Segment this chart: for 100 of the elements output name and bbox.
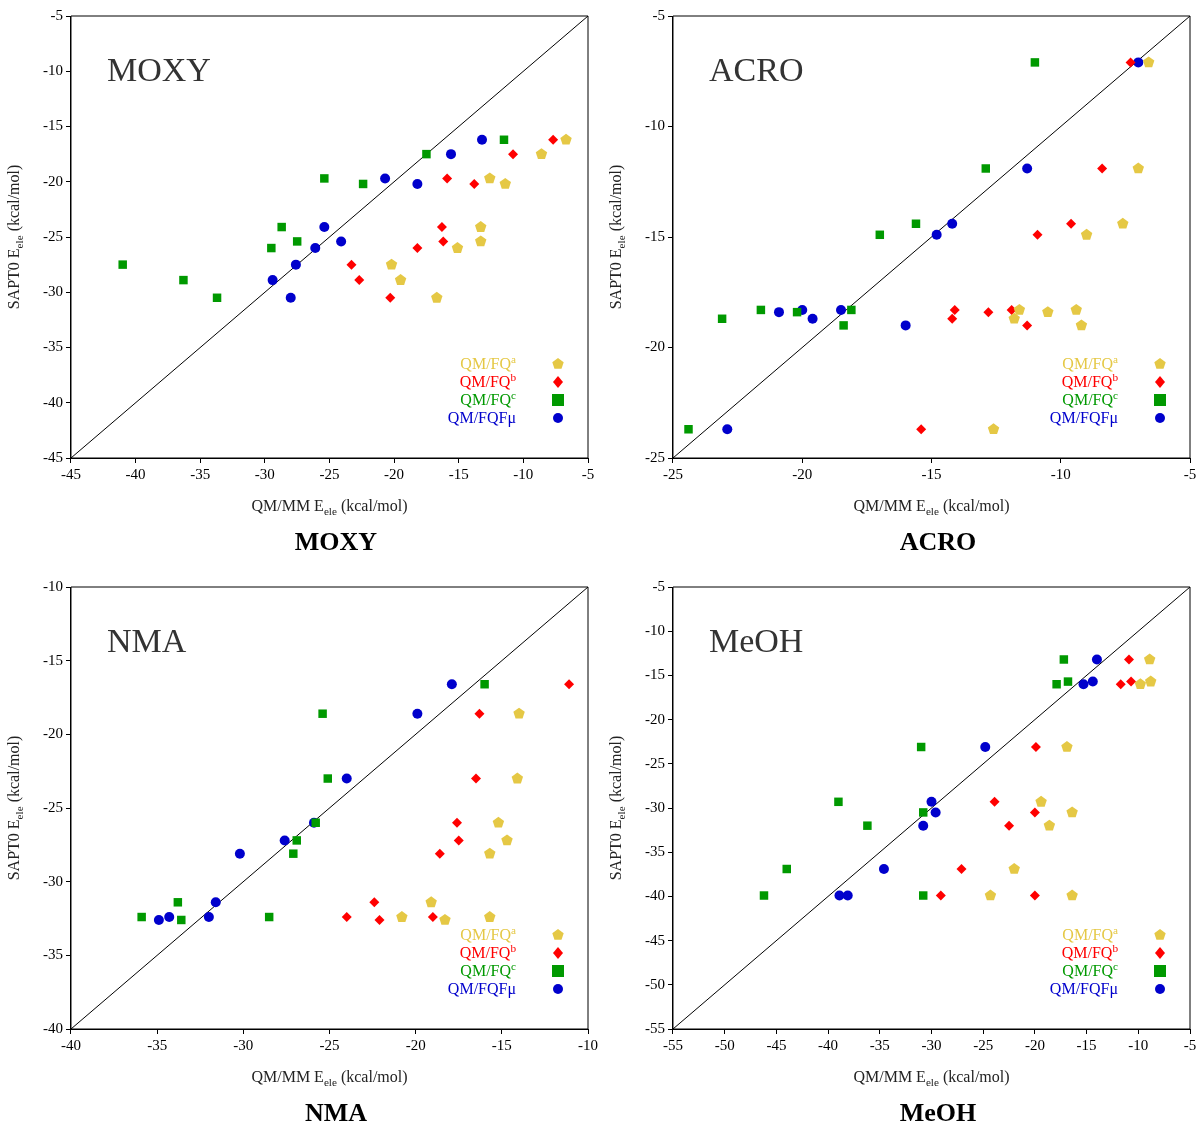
x-tick-label: -30 xyxy=(921,1036,942,1053)
point xyxy=(285,292,296,303)
point xyxy=(1030,58,1040,67)
point xyxy=(439,913,451,925)
x-tick-label: -25 xyxy=(973,1036,994,1053)
point xyxy=(839,321,848,330)
point xyxy=(980,742,991,752)
point xyxy=(210,897,221,908)
point xyxy=(422,149,431,159)
x-tick-label: -35 xyxy=(147,1036,168,1053)
point xyxy=(1145,675,1157,687)
point xyxy=(1075,319,1088,331)
point xyxy=(1132,162,1145,174)
x-tick-label: -15 xyxy=(491,1036,512,1053)
x-tick-label: -5 xyxy=(1183,1036,1197,1053)
point xyxy=(385,292,396,303)
y-tick-label: -25 xyxy=(43,227,63,244)
point xyxy=(916,424,927,435)
y-tick-label: -15 xyxy=(43,651,63,668)
point xyxy=(341,773,352,784)
point xyxy=(560,133,572,145)
point xyxy=(177,915,186,925)
y-tick-label: -10 xyxy=(43,577,63,594)
point xyxy=(564,679,575,690)
text: MOXY xyxy=(293,527,379,557)
text: NMA xyxy=(303,1098,369,1128)
point xyxy=(412,243,423,254)
point xyxy=(310,243,321,254)
point xyxy=(290,259,301,270)
point xyxy=(1029,807,1040,818)
point xyxy=(427,912,438,923)
y-tick-label: -15 xyxy=(645,666,665,683)
point xyxy=(164,912,175,923)
point xyxy=(501,834,513,846)
point xyxy=(470,773,481,784)
point xyxy=(1032,229,1043,240)
y-tick-label: -10 xyxy=(43,62,63,79)
point xyxy=(203,912,214,923)
point xyxy=(445,149,456,160)
y-tick-label: -35 xyxy=(645,843,665,860)
point xyxy=(153,914,164,925)
point xyxy=(336,236,347,247)
x-tick-label: -35 xyxy=(190,465,211,482)
point xyxy=(442,173,453,184)
point xyxy=(926,796,937,807)
point xyxy=(436,222,447,233)
y-tick-label: -20 xyxy=(645,338,665,355)
point xyxy=(446,679,457,690)
point xyxy=(1078,679,1089,690)
point xyxy=(394,274,407,285)
point xyxy=(1035,795,1047,807)
point xyxy=(1066,889,1078,901)
x-tick-label: -30 xyxy=(233,1036,254,1053)
point xyxy=(477,134,488,145)
point xyxy=(292,836,301,845)
point xyxy=(931,229,942,240)
point xyxy=(1008,863,1020,874)
point xyxy=(1091,654,1102,665)
point xyxy=(474,708,485,719)
point xyxy=(396,911,408,922)
point xyxy=(380,173,391,184)
annotation: ACRO xyxy=(709,51,804,88)
point xyxy=(354,275,365,286)
point xyxy=(1070,303,1082,315)
y-axis-title: SAPT0 Eele (kcal/mol) xyxy=(5,164,25,310)
point xyxy=(480,680,489,689)
point xyxy=(319,222,330,233)
y-tick-label: -30 xyxy=(43,283,63,300)
x-tick-label: -45 xyxy=(61,465,81,482)
point xyxy=(1029,890,1040,901)
x-tick-label: -20 xyxy=(1024,1036,1045,1053)
point xyxy=(508,149,519,160)
point xyxy=(949,304,960,315)
point xyxy=(947,218,958,229)
y-tick-label: -50 xyxy=(645,975,665,992)
point xyxy=(492,816,505,828)
point xyxy=(918,820,929,831)
x-tick-label: -10 xyxy=(513,465,534,482)
x-tick-label: -45 xyxy=(766,1036,787,1053)
point xyxy=(289,849,298,858)
point xyxy=(1087,676,1098,687)
point xyxy=(1080,228,1093,240)
x-tick-label: -40 xyxy=(61,1036,81,1053)
x-tick-label: -10 xyxy=(1128,1036,1149,1053)
point xyxy=(451,242,464,253)
x-tick-label: -20 xyxy=(792,465,813,482)
y-tick-label: -40 xyxy=(43,1019,63,1036)
point xyxy=(234,848,245,859)
x-tick-label: -15 xyxy=(921,465,942,482)
point xyxy=(847,305,856,315)
point xyxy=(1117,217,1129,229)
point xyxy=(374,914,385,925)
point xyxy=(452,817,463,828)
point xyxy=(438,236,449,247)
point xyxy=(318,709,327,718)
point xyxy=(346,259,357,270)
point xyxy=(412,178,423,189)
point xyxy=(535,148,548,159)
y-tick-label: -45 xyxy=(645,931,665,948)
point xyxy=(475,221,487,232)
